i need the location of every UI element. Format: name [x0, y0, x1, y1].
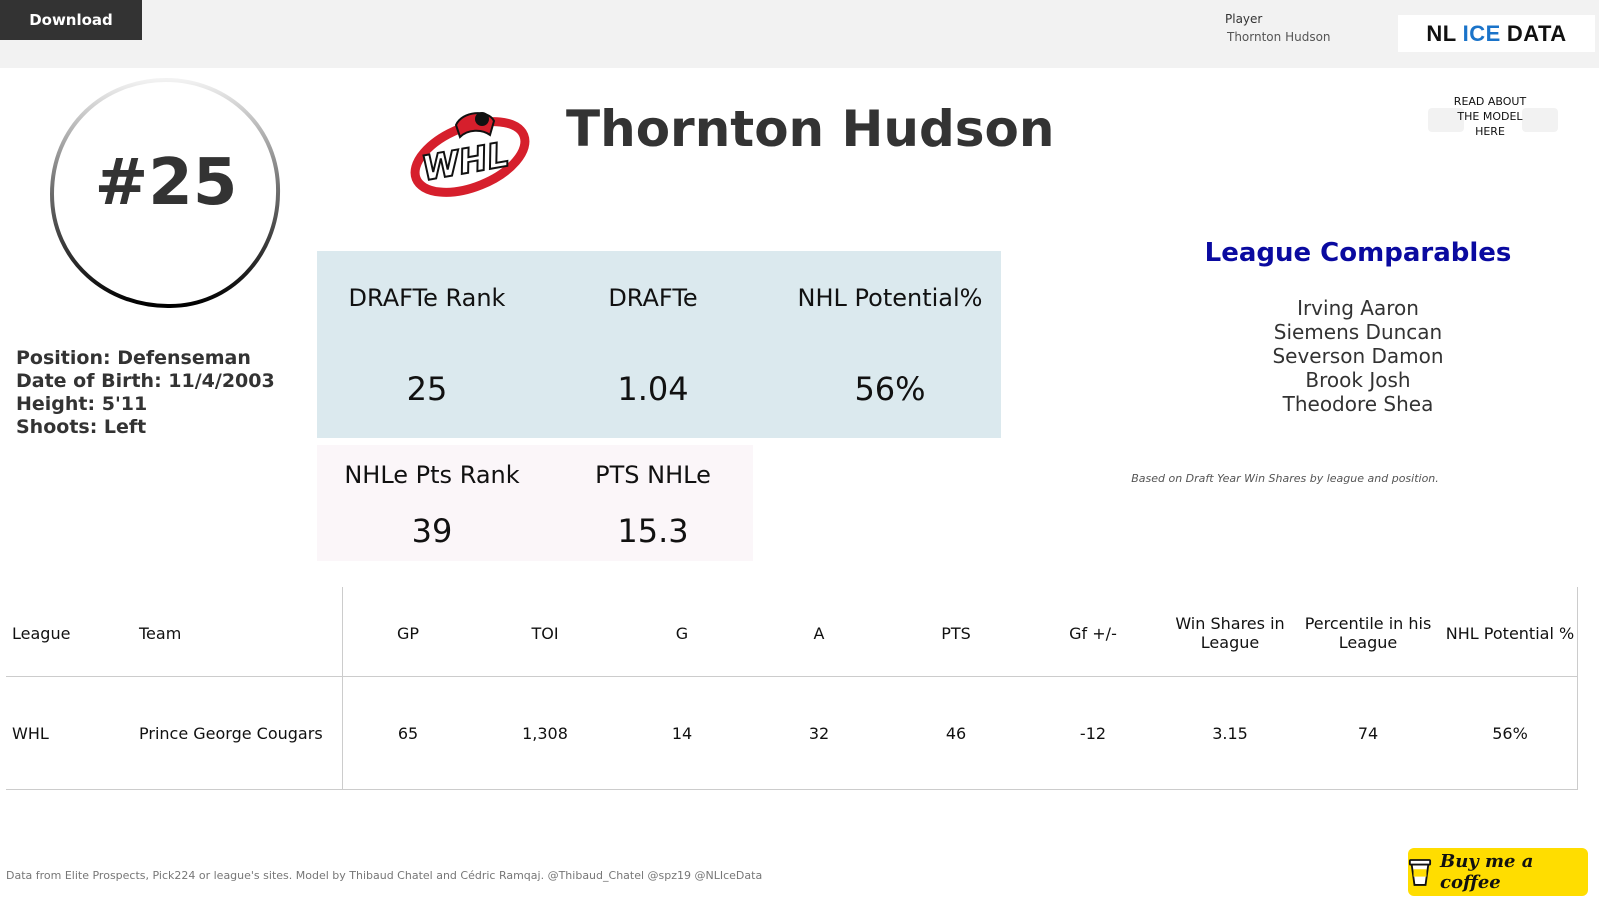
nhl-potential-value: 56%	[854, 370, 926, 408]
logo-word-ice: ICE	[1462, 20, 1501, 46]
cell-percentile: 74	[1357, 724, 1379, 743]
footer-credits: Data from Elite Prospects, Pick224 or le…	[6, 869, 763, 882]
cell-gf: -12	[1079, 724, 1107, 743]
cell-nhl-potential: 56%	[1492, 724, 1528, 743]
nl-ice-data-logo: NL ICE DATA	[1398, 15, 1595, 52]
cell-g: 14	[671, 724, 693, 743]
nhle-pts-rank-value: 39	[411, 512, 453, 550]
table-divider	[6, 676, 1578, 677]
cell-pts: 46	[945, 724, 967, 743]
comparable-name: Severson Damon	[1272, 344, 1444, 368]
season-stats-table: League Team GP TOI G A PTS Gf +/- Win Sh…	[6, 587, 1578, 790]
player-filter-label: Player	[1225, 12, 1263, 26]
drafte-value: 1.04	[617, 370, 689, 408]
cell-league: WHL	[12, 724, 49, 743]
header-team: Team	[139, 624, 182, 643]
table-divider	[6, 789, 1578, 790]
logo-word-data: DATA	[1506, 20, 1567, 46]
header-win-shares: Win Shares in League	[1175, 614, 1285, 652]
bio-shoots: Shoots: Left	[16, 416, 147, 438]
header-nhl-potential: NHL Potential %	[1445, 624, 1575, 643]
model-thumb-pill-right	[1522, 108, 1558, 132]
header-g: G	[675, 624, 689, 643]
comparable-name: Brook Josh	[1305, 368, 1411, 392]
points-stats-panel	[317, 445, 753, 561]
download-button[interactable]: Download	[0, 0, 142, 40]
jersey-number: #25	[94, 146, 238, 220]
comparable-name: Irving Aaron	[1297, 296, 1419, 320]
read-about-model-text[interactable]: READ ABOUT THE MODEL HERE	[1453, 95, 1527, 138]
logo-word-nl: NL	[1426, 20, 1457, 46]
hand-drawn-circle-icon	[49, 77, 281, 309]
league-comparables-list: Irving Aaron Siemens Duncan Severson Dam…	[1158, 296, 1558, 416]
cell-win-shares: 3.15	[1212, 724, 1248, 743]
player-name: Thornton Hudson	[566, 100, 1055, 158]
nhl-potential-label: NHL Potential%	[797, 284, 983, 312]
model-thumb-pill-left	[1428, 108, 1464, 132]
header-gf: Gf +/-	[1069, 624, 1117, 643]
comparable-name: Siemens Duncan	[1273, 320, 1443, 344]
read-about-model-link[interactable]: READ ABOUT THE MODEL HERE	[1418, 72, 1568, 160]
header-percentile: Percentile in his League	[1304, 614, 1432, 652]
header-toi: TOI	[531, 624, 559, 643]
bio-date-of-birth: Date of Birth: 11/4/2003	[16, 370, 275, 392]
pts-nhle-value: 15.3	[617, 512, 689, 550]
header-pts: PTS	[941, 624, 971, 643]
header-league: League	[12, 624, 71, 643]
buy-me-a-coffee-button[interactable]: Buy me a coffee	[1408, 848, 1588, 896]
league-comparables-title: League Comparables	[1204, 238, 1512, 268]
bio-height: Height: 5'11	[16, 393, 148, 415]
cell-gp: 65	[397, 724, 419, 743]
top-bar: Download Player Thornton Hudson NL ICE D…	[0, 0, 1599, 68]
buy-me-a-coffee-label: Buy me a coffee	[1439, 851, 1534, 893]
comparable-name: Theodore Shea	[1282, 392, 1434, 416]
bio-position: Position: Defenseman	[16, 347, 251, 369]
jersey-number-badge: #25	[48, 76, 284, 310]
player-filter[interactable]: Player Thornton Hudson	[1225, 12, 1331, 44]
header-gp: GP	[396, 624, 420, 643]
nhle-pts-rank-label: NHLe Pts Rank	[344, 461, 520, 489]
table-divider	[342, 587, 343, 790]
cell-team: Prince George Cougars	[139, 724, 323, 743]
cell-a: 32	[808, 724, 830, 743]
pts-nhle-label: PTS NHLe	[595, 461, 711, 489]
comparables-note: Based on Draft Year Win Shares by league…	[1131, 472, 1439, 485]
table-divider	[1577, 587, 1578, 790]
coffee-cup-icon	[1408, 859, 1432, 886]
player-filter-value[interactable]: Thornton Hudson	[1227, 30, 1331, 44]
header-a: A	[813, 624, 825, 643]
player-bio: Position: Defenseman Date of Birth: 11/4…	[16, 347, 275, 439]
draft-stats-panel	[317, 251, 1001, 438]
drafte-rank-label: DRAFTe Rank	[348, 284, 506, 312]
drafte-rank-value: 25	[406, 370, 448, 408]
drafte-label: DRAFTe	[608, 284, 698, 312]
cell-toi: 1,308	[522, 724, 568, 743]
league-logo: WHL	[404, 105, 532, 205]
